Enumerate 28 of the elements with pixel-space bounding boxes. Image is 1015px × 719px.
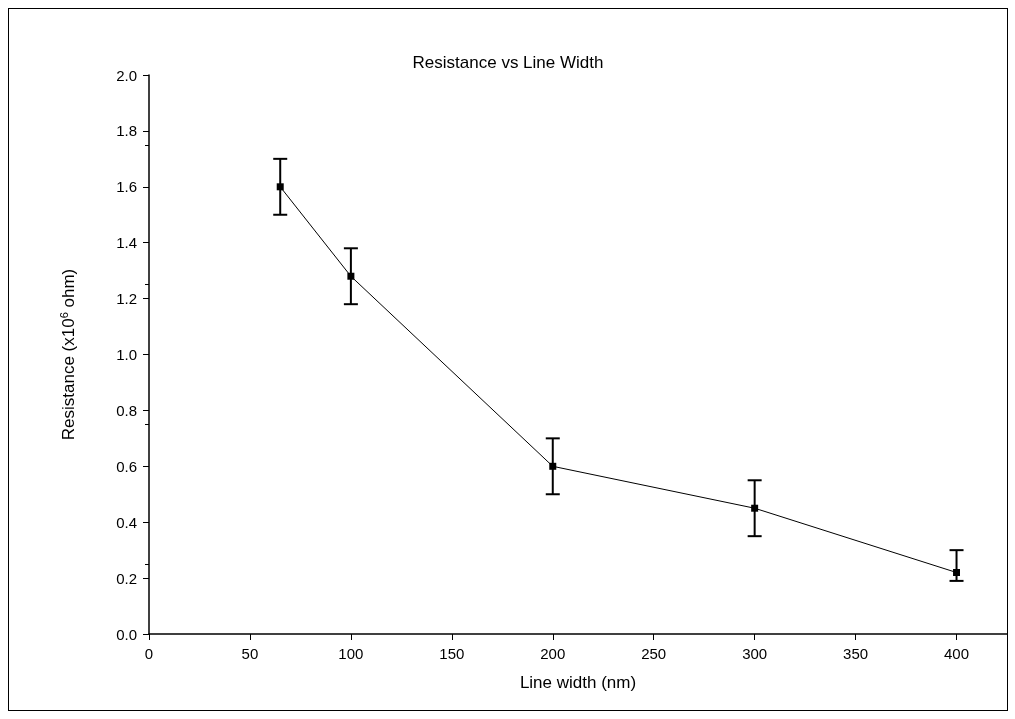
point: [347, 272, 355, 280]
y-tick-label: 0.4: [116, 513, 137, 531]
x-tick-label: 400: [944, 645, 970, 662]
y-tick-label: 1.8: [116, 122, 137, 140]
x-tick-label: 250: [641, 645, 667, 662]
y-tick-label: 1.6: [116, 178, 137, 196]
y-tick-label: 2.0: [116, 66, 137, 84]
point: [276, 183, 284, 191]
x-tick-label: 100: [338, 645, 364, 662]
y-tick-label: 0.0: [116, 625, 137, 643]
point: [549, 462, 557, 470]
y-tick-label: 0.8: [116, 401, 137, 419]
y-tick-label: 0.6: [116, 457, 137, 475]
x-tick-label: 300: [742, 645, 768, 662]
y-tick-label: 1.4: [116, 234, 137, 252]
x-tick-label: 150: [439, 645, 465, 662]
x-axis-title: Line width (nm): [519, 673, 637, 692]
x-tick-label: 0: [144, 645, 154, 662]
x-tick-label: 50: [241, 645, 259, 662]
y-tick-label: 1.2: [116, 290, 137, 308]
x-tick-label: 350: [843, 645, 869, 662]
chart-title: Resistance vs Line Width: [412, 53, 604, 72]
x-tick-label: 200: [540, 645, 566, 662]
point: [751, 504, 759, 512]
point: [953, 569, 961, 577]
y-axis-title: Resistance (x106 ohm): [57, 268, 78, 441]
y-tick-label: 0.2: [116, 569, 137, 587]
y-tick-label: 1.0: [116, 346, 137, 363]
